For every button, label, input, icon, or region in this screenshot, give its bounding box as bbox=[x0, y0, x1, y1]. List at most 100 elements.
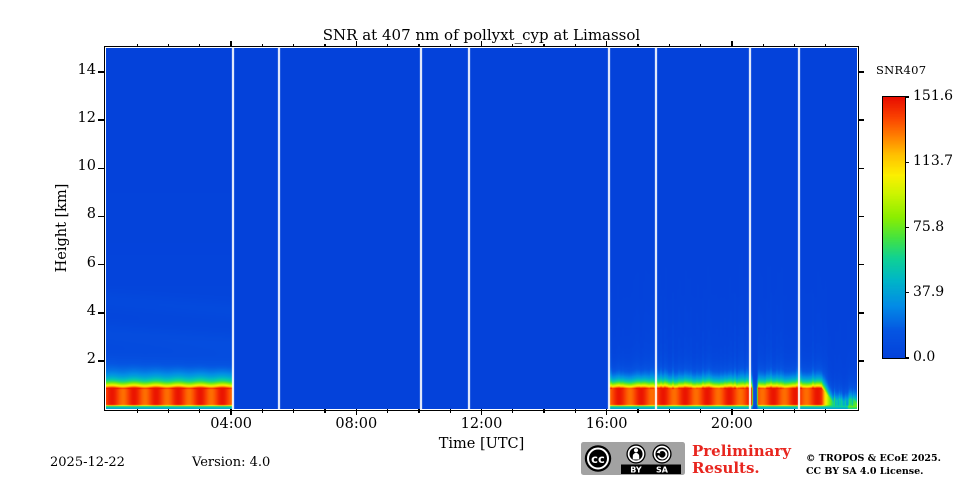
x-minor-tick-mark-top bbox=[261, 43, 264, 47]
x-minor-tick-mark bbox=[668, 409, 670, 413]
y-major-tick-mark-right bbox=[858, 167, 864, 170]
x-tick-label: 08:00 bbox=[335, 416, 378, 432]
copyright-line1: © TROPOS & ECoE 2025. bbox=[806, 453, 941, 464]
x-minor-tick-mark-top bbox=[199, 43, 201, 47]
y-tick-label: 6 bbox=[86, 254, 96, 271]
colorbar-tick-label: 75.8 bbox=[913, 218, 945, 235]
x-minor-tick-mark-top bbox=[387, 43, 389, 47]
y-tick-label: 10 bbox=[77, 158, 96, 175]
x-minor-tick-mark-top bbox=[825, 43, 827, 47]
x-major-tick-mark-top bbox=[731, 41, 733, 47]
y-major-tick-mark bbox=[98, 360, 104, 362]
x-tick-label: 04:00 bbox=[210, 416, 253, 432]
x-major-tick-mark bbox=[480, 409, 483, 415]
x-minor-tick-mark-top bbox=[793, 43, 795, 47]
y-major-tick-mark-right bbox=[858, 360, 864, 362]
x-minor-tick-mark bbox=[637, 409, 639, 413]
colorbar-tick-mark bbox=[905, 226, 909, 229]
colorbar-tick-mark bbox=[905, 357, 909, 359]
x-minor-tick-mark-top bbox=[512, 43, 514, 47]
x-minor-tick-mark bbox=[199, 409, 201, 413]
x-major-tick-mark bbox=[230, 409, 232, 415]
colorbar-gradient bbox=[883, 97, 905, 358]
x-minor-tick-mark-top bbox=[699, 43, 702, 47]
x-major-tick-mark bbox=[605, 409, 608, 415]
plot-title: SNR at 407 nm of pollyxt_cyp at Limassol bbox=[322, 26, 641, 44]
preliminary-line1: Preliminary bbox=[692, 442, 791, 460]
badge-sa-label: SA bbox=[656, 466, 669, 475]
x-major-tick-mark-top bbox=[605, 41, 608, 47]
x-minor-tick-mark bbox=[543, 409, 545, 413]
y-tick-label: 14 bbox=[77, 62, 96, 79]
x-minor-tick-mark bbox=[512, 409, 514, 413]
copyright-line2: CC BY SA 4.0 License. bbox=[806, 466, 924, 477]
x-major-tick-mark bbox=[731, 409, 733, 415]
x-minor-tick-mark-top bbox=[449, 43, 451, 47]
colorbar-tick-mark bbox=[905, 161, 909, 163]
colorbar-frame bbox=[882, 96, 906, 359]
x-minor-tick-mark bbox=[825, 409, 827, 413]
x-minor-tick-mark bbox=[261, 409, 264, 413]
colorbar-tick-label: 113.7 bbox=[913, 153, 954, 170]
x-minor-tick-mark bbox=[699, 409, 702, 413]
cc-icon: cc bbox=[584, 445, 612, 472]
y-major-tick-mark bbox=[98, 71, 104, 73]
colorbar-tick-label: 151.6 bbox=[913, 88, 954, 104]
x-major-tick-mark-top bbox=[480, 41, 483, 47]
preliminary-line2: Results. bbox=[692, 458, 760, 477]
y-major-tick-mark bbox=[98, 167, 104, 170]
y-major-tick-mark-right bbox=[858, 311, 864, 314]
x-axis-label: Time [UTC] bbox=[438, 436, 525, 452]
y-major-tick-mark-right bbox=[858, 71, 864, 73]
y-major-tick-mark-right bbox=[858, 119, 864, 121]
x-minor-tick-mark bbox=[762, 409, 764, 413]
x-minor-tick-mark-top bbox=[762, 43, 764, 47]
x-minor-tick-mark bbox=[136, 409, 138, 413]
x-tick-label: 12:00 bbox=[460, 416, 503, 432]
y-major-tick-mark bbox=[98, 215, 104, 218]
x-minor-tick-mark-top bbox=[574, 43, 576, 47]
y-major-tick-mark bbox=[98, 311, 104, 314]
x-minor-tick-mark-top bbox=[167, 43, 170, 47]
x-tick-label: 16:00 bbox=[585, 416, 628, 432]
x-minor-tick-mark-top bbox=[668, 43, 670, 47]
y-major-tick-mark bbox=[98, 119, 104, 121]
colorbar-tick-mark bbox=[905, 96, 909, 98]
colorbar-tick-label: 0.0 bbox=[913, 349, 936, 365]
colorbar-tick-label: 37.9 bbox=[913, 283, 945, 300]
x-minor-tick-mark-top bbox=[324, 43, 326, 47]
x-minor-tick-mark bbox=[324, 409, 326, 413]
attribution-icon bbox=[626, 444, 646, 464]
x-minor-tick-mark bbox=[574, 409, 576, 413]
x-minor-tick-mark bbox=[793, 409, 795, 413]
version-label: Version: 4.0 bbox=[192, 455, 271, 470]
x-minor-tick-mark-top bbox=[136, 43, 138, 47]
snr-heatmap bbox=[106, 48, 857, 409]
badge-by-label: BY bbox=[630, 466, 642, 475]
x-minor-tick-mark-top bbox=[293, 43, 295, 47]
colorbar-title: SNR407 bbox=[876, 63, 927, 77]
x-minor-tick-mark bbox=[167, 409, 170, 413]
x-minor-tick-mark bbox=[418, 409, 420, 413]
y-tick-label: 8 bbox=[86, 206, 96, 223]
x-major-tick-mark-top bbox=[355, 41, 358, 47]
preliminary-results-note: Preliminary Results. bbox=[692, 443, 791, 476]
plot-frame bbox=[104, 46, 859, 411]
y-major-tick-mark bbox=[98, 263, 104, 266]
x-tick-label: 20:00 bbox=[710, 416, 753, 432]
x-minor-tick-mark-top bbox=[418, 43, 420, 47]
x-minor-tick-mark-top bbox=[637, 43, 639, 47]
share-alike-icon bbox=[652, 444, 672, 464]
y-major-tick-mark-right bbox=[858, 263, 864, 266]
svg-text:cc: cc bbox=[591, 452, 605, 466]
cc-by-sa-badge: cc BY SA bbox=[581, 442, 685, 475]
y-major-tick-mark-right bbox=[858, 215, 864, 218]
x-major-tick-mark-top bbox=[230, 41, 232, 47]
x-minor-tick-mark bbox=[293, 409, 295, 413]
copyright-note: © TROPOS & ECoE 2025. CC BY SA 4.0 Licen… bbox=[806, 452, 941, 478]
measurement-date: 2025-12-22 bbox=[50, 455, 125, 470]
x-minor-tick-mark bbox=[387, 409, 389, 413]
y-tick-label: 12 bbox=[77, 110, 96, 127]
x-minor-tick-mark bbox=[449, 409, 451, 413]
